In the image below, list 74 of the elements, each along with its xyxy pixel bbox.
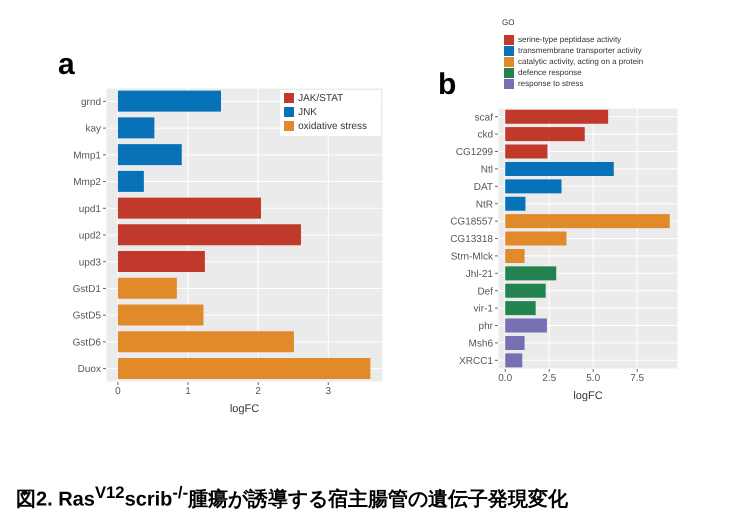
bar bbox=[505, 179, 562, 194]
bar bbox=[118, 358, 370, 379]
bar bbox=[505, 248, 525, 263]
x-tick-label: 2 bbox=[255, 386, 262, 398]
x-tick-label: 5.0 bbox=[586, 373, 601, 384]
x-axis-title: logFC bbox=[230, 403, 260, 415]
x-tick-label: 2.5 bbox=[542, 373, 557, 384]
x-tick-label: 1 bbox=[185, 386, 192, 398]
bar bbox=[505, 232, 566, 246]
y-tick-label: Msh6 bbox=[468, 338, 494, 350]
x-tick-label: 0.0 bbox=[498, 373, 513, 384]
bar bbox=[118, 170, 144, 192]
y-tick-label: upd1 bbox=[78, 204, 102, 215]
y-tick-label: upd3 bbox=[78, 257, 102, 268]
bar bbox=[118, 278, 177, 299]
legend-label: JNK bbox=[298, 107, 317, 118]
y-tick-label: Def bbox=[477, 286, 494, 298]
legend-label: serine-type peptidase activity bbox=[518, 35, 622, 44]
x-tick-label: 0 bbox=[115, 386, 122, 398]
y-tick-label: Duox bbox=[78, 364, 101, 376]
bar bbox=[505, 196, 526, 211]
legend-label: response to stress bbox=[518, 79, 584, 88]
bar bbox=[118, 90, 222, 112]
bar bbox=[118, 251, 205, 272]
chart-title: a bbox=[58, 48, 75, 82]
y-tick-label: CG13318 bbox=[450, 234, 494, 246]
chart-title: b bbox=[438, 68, 456, 102]
legend-label: transmembrane transporter activity bbox=[518, 46, 642, 55]
y-tick-label: Mmp1 bbox=[73, 150, 102, 162]
y-tick-label: Jhl-21 bbox=[466, 268, 494, 280]
x-axis-title: logFC bbox=[573, 390, 603, 402]
y-tick-label: vir-1 bbox=[474, 304, 494, 315]
bar bbox=[505, 144, 548, 159]
bar bbox=[505, 127, 585, 142]
y-tick-label: grnd bbox=[80, 96, 101, 108]
y-tick-label: Mmp2 bbox=[73, 177, 102, 188]
caption: 図2. Ras$^{V12}$scrib$^{-/-}$腫瘍が誘導する宿主腸管の遺伝子発現変化 bbox=[16, 483, 568, 513]
bar bbox=[505, 318, 547, 333]
legend-label: catalytic activity, acting on a protein bbox=[518, 57, 644, 66]
y-tick-label: XRCC1 bbox=[459, 356, 494, 367]
legend-label: defence response bbox=[518, 68, 582, 77]
x-tick-label: 3 bbox=[326, 386, 332, 398]
bar bbox=[118, 331, 294, 352]
y-tick-label: NtR bbox=[476, 199, 493, 210]
bar bbox=[118, 198, 261, 219]
bar bbox=[505, 162, 614, 176]
y-tick-label: CG1299 bbox=[456, 147, 494, 158]
legend-label: JAK/STAT bbox=[298, 93, 344, 104]
bar bbox=[118, 144, 182, 166]
bar bbox=[505, 266, 556, 280]
y-tick-label: GstD6 bbox=[72, 337, 102, 348]
y-tick-label: DAT bbox=[474, 182, 493, 193]
legend-title: GO bbox=[502, 18, 514, 27]
bar bbox=[505, 214, 670, 228]
bar bbox=[505, 301, 536, 316]
y-tick-label: Ntl bbox=[480, 164, 493, 176]
bar bbox=[505, 110, 608, 124]
y-tick-label: CG18557 bbox=[450, 216, 494, 228]
y-tick-label: phr bbox=[478, 321, 494, 332]
y-tick-label: scaf bbox=[474, 112, 494, 124]
bar bbox=[118, 224, 301, 246]
bar bbox=[505, 353, 522, 368]
y-tick-label: GstD5 bbox=[72, 310, 102, 322]
bar bbox=[118, 304, 204, 326]
y-tick-label: upd2 bbox=[78, 230, 102, 242]
bar bbox=[505, 336, 525, 350]
legend-label: oxidative stress bbox=[298, 121, 367, 132]
bar bbox=[118, 117, 154, 138]
y-tick-label: GstD1 bbox=[72, 284, 102, 296]
x-tick-label: 7.5 bbox=[630, 373, 645, 384]
y-tick-label: ckd bbox=[477, 130, 493, 141]
y-tick-label: Strn-Mlck bbox=[450, 251, 494, 262]
bar bbox=[505, 284, 546, 298]
y-tick-label: kay bbox=[85, 124, 101, 135]
